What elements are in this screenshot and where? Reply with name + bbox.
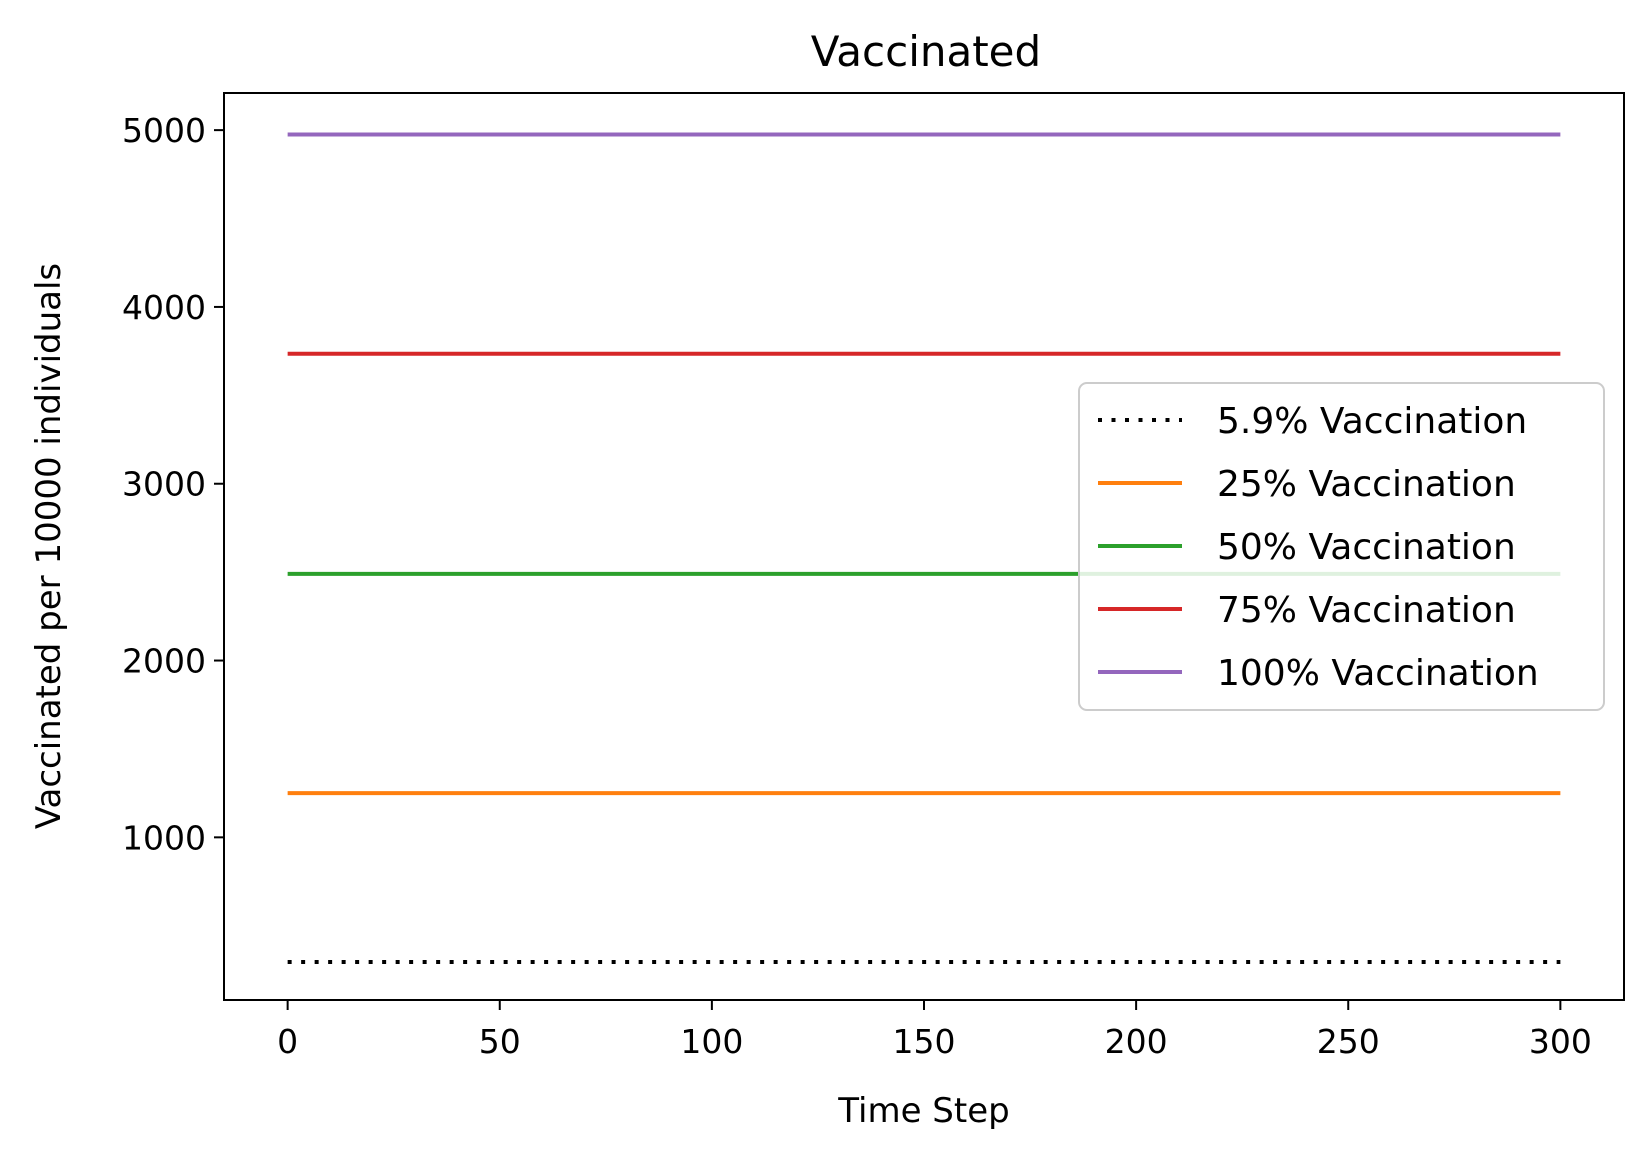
y-tick-label: 1000: [122, 818, 206, 857]
x-tick-label: 0: [277, 1022, 298, 1061]
y-tick-label: 5000: [122, 111, 206, 150]
y-axis-label: Vaccinated per 10000 individuals: [29, 263, 69, 829]
legend-items: 5.9% Vaccination 25% Vaccination 50% Vacci…: [1098, 401, 1539, 694]
legend-label-3: 75% Vaccination: [1217, 590, 1516, 631]
x-axis-ticks: 0 50 100 150 200 250 300: [277, 1000, 1592, 1061]
legend-label-2: 50% Vaccination: [1217, 527, 1516, 568]
y-tick-label: 3000: [122, 465, 206, 504]
x-tick-label: 50: [479, 1022, 521, 1061]
y-axis-ticks: 1000 2000 3000 4000 5000: [122, 111, 224, 857]
x-tick-label: 150: [893, 1022, 956, 1061]
y-tick-label: 2000: [122, 642, 206, 681]
legend-label-4: 100% Vaccination: [1217, 653, 1539, 694]
legend-label-0: 5.9% Vaccination: [1217, 401, 1527, 442]
x-axis-label: Time Step: [837, 1091, 1009, 1131]
legend-label-1: 25% Vaccination: [1217, 464, 1516, 505]
legend-frame: [1078, 382, 1605, 711]
chart-title: Vaccinated: [811, 27, 1041, 76]
x-tick-label: 300: [1529, 1022, 1592, 1061]
x-tick-label: 250: [1317, 1022, 1380, 1061]
legend: 5.9% Vaccination 25% Vaccination 50% Vacci…: [1078, 382, 1605, 711]
y-tick-label: 4000: [122, 288, 206, 327]
x-tick-label: 100: [680, 1022, 743, 1061]
x-tick-label: 200: [1105, 1022, 1168, 1061]
